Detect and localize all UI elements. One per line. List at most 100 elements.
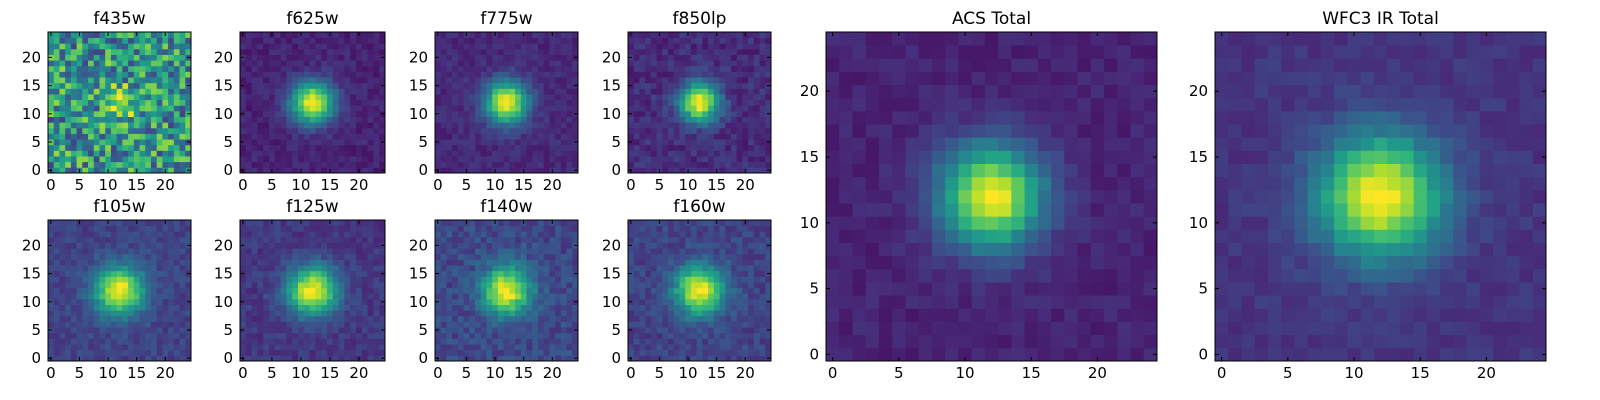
heatmap-cell (309, 225, 316, 232)
heatmap-cell (156, 167, 163, 174)
heatmap-cell (128, 310, 135, 317)
heatmap-cell (263, 139, 270, 146)
heatmap-cell (486, 298, 493, 305)
heatmap-cell (673, 110, 680, 117)
heatmap-cell (122, 270, 129, 277)
heatmap-cell (639, 338, 646, 345)
heatmap-cell (526, 161, 533, 168)
heatmap-cell (162, 236, 169, 243)
heatmap-cell (53, 327, 60, 334)
y-tick-label: 0 (31, 349, 41, 367)
heatmap-cell (440, 304, 447, 311)
heatmap-cell (696, 287, 703, 294)
heatmap-cell (133, 304, 140, 311)
heatmap-cell (280, 32, 287, 39)
heatmap-cell (76, 37, 83, 44)
heatmap-cell (435, 338, 442, 345)
heatmap-cell (560, 37, 567, 44)
heatmap-cell (116, 110, 123, 117)
heatmap-cell (452, 48, 459, 55)
heatmap-cell (88, 231, 95, 238)
heatmap-cell (452, 220, 459, 227)
heatmap-cell (702, 144, 709, 151)
heatmap-cell (99, 77, 106, 84)
heatmap-cell (520, 225, 527, 232)
heatmap-cell (560, 287, 567, 294)
x-tick-label: 20 (156, 176, 175, 194)
heatmap-cell (367, 105, 374, 112)
heatmap-cell (133, 253, 140, 260)
heatmap-cell (173, 54, 180, 61)
heatmap-cell (690, 105, 698, 112)
heatmap-cell (633, 293, 640, 300)
heatmap-cell (240, 133, 247, 140)
heatmap-cell (662, 298, 669, 305)
heatmap-cell (725, 293, 732, 300)
heatmap-cell (338, 167, 345, 174)
heatmap-cell (662, 315, 669, 322)
heatmap-cell (520, 327, 527, 334)
heatmap-cell (696, 48, 703, 55)
heatmap-cell (263, 77, 270, 84)
heatmap-cell (475, 144, 482, 151)
heatmap-cell (446, 127, 453, 134)
heatmap-cell (730, 304, 738, 311)
heatmap-cell (446, 304, 453, 311)
heatmap-cell (128, 77, 135, 84)
heatmap-cell (128, 248, 135, 255)
heatmap-cell (303, 315, 310, 322)
heatmap-cell (298, 287, 305, 294)
heatmap-cell (327, 94, 334, 101)
heatmap-cell (286, 122, 293, 129)
heatmap-cell (645, 332, 652, 339)
heatmap-cell (162, 127, 169, 134)
heatmap-cell (286, 94, 293, 101)
heatmap-cell (263, 150, 270, 157)
heatmap-cell (162, 344, 169, 351)
heatmap-cell (379, 231, 386, 238)
heatmap-cell (492, 43, 499, 50)
heatmap-cell (373, 259, 380, 266)
heatmap-cell (150, 220, 158, 227)
heatmap-cell (240, 282, 247, 289)
heatmap-cell (486, 77, 493, 84)
heatmap-cell (685, 144, 692, 151)
heatmap-cell (356, 248, 363, 255)
heatmap-cell (99, 144, 106, 151)
heatmap-cell (99, 156, 106, 163)
heatmap-cell (257, 150, 264, 157)
heatmap-cell (122, 220, 129, 227)
heatmap-cell (361, 156, 368, 163)
heatmap-cell (650, 156, 657, 163)
heatmap-cell (753, 48, 760, 55)
heatmap-cell (70, 43, 77, 50)
heatmap-cell (690, 71, 698, 78)
heatmap-cell (457, 327, 464, 334)
heatmap-cell (639, 156, 646, 163)
heatmap-cell (344, 161, 351, 168)
heatmap-cell (70, 293, 77, 300)
heatmap-cell (446, 253, 453, 260)
panel-title: f140w (480, 197, 532, 217)
heatmap-cell (469, 253, 476, 260)
heatmap-cell (685, 321, 692, 328)
heatmap-cell (168, 82, 175, 89)
heatmap-cell (309, 259, 316, 266)
heatmap-cell (656, 82, 663, 89)
heatmap-cell (463, 133, 470, 140)
heatmap-cell (99, 150, 106, 157)
heatmap-cell (309, 332, 316, 339)
heatmap-cell (440, 270, 447, 277)
heatmap-cell (537, 236, 545, 243)
heatmap-cell (350, 282, 357, 289)
heatmap-cell (59, 344, 66, 351)
heatmap-cell (543, 355, 550, 362)
heatmap-cell (719, 167, 726, 174)
heatmap-cell (344, 282, 351, 289)
heatmap-cell (162, 133, 169, 140)
heatmap-cell (309, 139, 316, 146)
heatmap-cell (179, 338, 186, 345)
heatmap-cell (350, 88, 357, 95)
heatmap-cell (321, 349, 328, 356)
heatmap-cell (719, 332, 726, 339)
